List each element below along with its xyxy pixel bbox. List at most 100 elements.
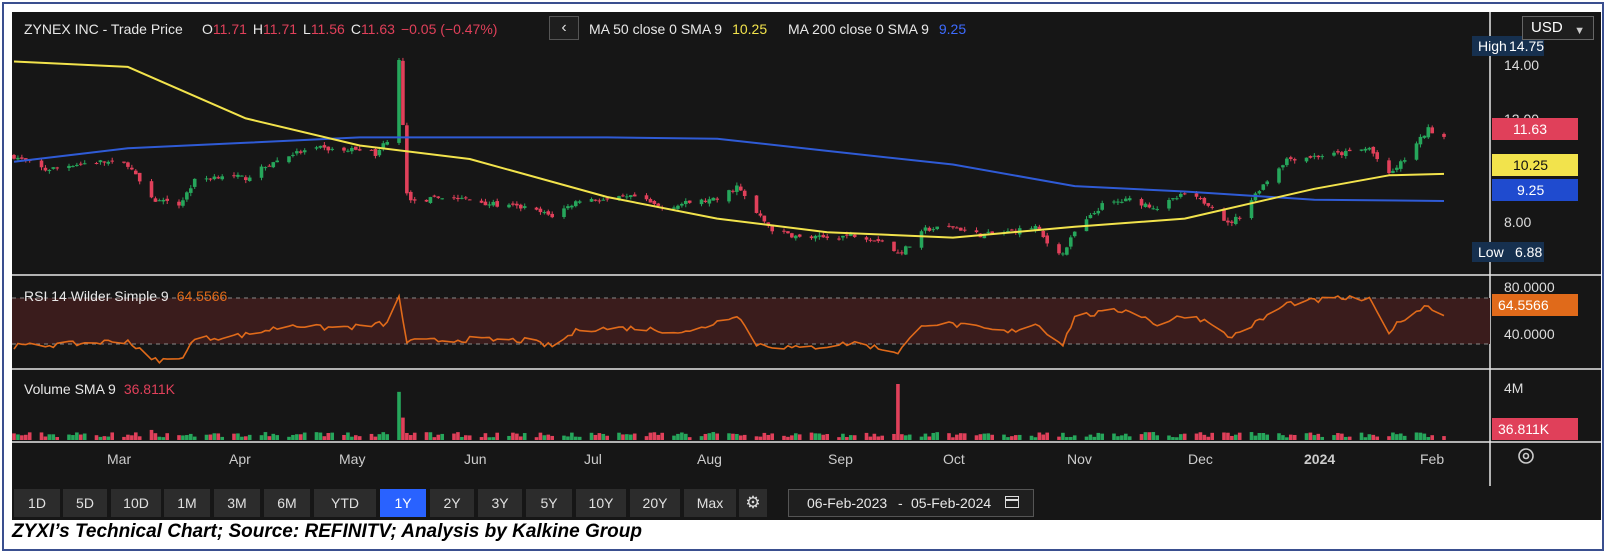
volume-bar: [330, 432, 335, 440]
volume-bar: [267, 436, 272, 440]
candle-body: [1308, 156, 1313, 158]
collapse-legend-button[interactable]: ‹: [549, 16, 579, 40]
candle-body: [271, 162, 276, 168]
volume-bar: [369, 433, 374, 440]
candle-body: [1395, 167, 1399, 170]
currency-select[interactable]: USD ▼: [1522, 16, 1594, 40]
volume-bar: [864, 432, 869, 440]
volume-bar: [632, 433, 637, 440]
volume-bar: [1387, 436, 1391, 440]
rsi-layer: [13, 293, 1445, 365]
date-range-picker[interactable]: 06-Feb-2023 - 05-Feb-2024: [788, 489, 1034, 517]
range-button-5y[interactable]: 5Y: [526, 489, 572, 517]
range-button-6m[interactable]: 6M: [264, 489, 310, 517]
candle-body: [440, 198, 445, 200]
candle-body: [923, 227, 928, 231]
range-button-1d[interactable]: 1D: [14, 489, 60, 517]
candle-body: [314, 147, 319, 149]
volume-bar: [947, 433, 951, 440]
candle-body: [534, 207, 539, 210]
candle-body: [267, 165, 272, 167]
volume-bar: [1127, 436, 1132, 440]
range-button-max[interactable]: Max: [684, 489, 736, 517]
candle-body: [405, 125, 409, 194]
volume-bar: [1092, 436, 1097, 440]
range-button-10y[interactable]: 10Y: [576, 489, 626, 517]
volume-bar: [1178, 434, 1183, 440]
volume-bar: [1226, 432, 1230, 440]
range-button-5d[interactable]: 5D: [63, 489, 107, 517]
volume-bar: [208, 434, 213, 440]
volume-bar: [1017, 434, 1022, 440]
volume-bar: [71, 435, 75, 440]
candle-body: [919, 231, 924, 248]
candle-body: [126, 162, 130, 167]
candle-body: [562, 208, 566, 218]
ma50-tag: [1492, 154, 1578, 176]
low-tag: [1472, 242, 1544, 262]
volume-bar: [656, 434, 661, 440]
volume-bar: [766, 434, 771, 440]
volume-bar: [130, 435, 134, 440]
candle-body: [1304, 157, 1309, 162]
volume-bar: [1041, 434, 1046, 440]
range-button-10d[interactable]: 10D: [111, 489, 161, 517]
volume-bar: [1175, 437, 1179, 440]
volume-bar: [974, 435, 979, 440]
ma200-line: [13, 136, 1445, 202]
scale-settings-icon[interactable]: [1518, 448, 1534, 464]
month-label: Sep: [828, 451, 853, 467]
volume-bar: [149, 429, 154, 440]
volume-bar: [1100, 433, 1105, 440]
candle-body: [958, 227, 963, 231]
range-button-20y[interactable]: 20Y: [630, 489, 680, 517]
volume-bar: [1320, 436, 1325, 440]
settings-gear-icon[interactable]: ⚙: [739, 489, 767, 517]
volume-bar: [483, 433, 488, 440]
volume-bar: [1391, 432, 1395, 440]
volume-bar: [1375, 436, 1380, 440]
candle-body: [546, 211, 551, 215]
candle-body: [177, 201, 181, 206]
rsi-line: [13, 293, 1445, 365]
range-button-1m[interactable]: 1M: [164, 489, 210, 517]
candle-body: [263, 167, 268, 169]
volume-bar: [880, 435, 885, 440]
volume-bar: [566, 436, 570, 440]
candle-body: [408, 191, 413, 201]
month-label: Feb: [1420, 451, 1444, 467]
candle-body: [1422, 135, 1427, 138]
volume-bar: [412, 432, 417, 440]
volume-bar: [385, 434, 390, 440]
candle-body: [1061, 253, 1065, 255]
volume-bar: [986, 433, 991, 440]
candle-body: [841, 235, 845, 238]
candle-body: [550, 213, 555, 218]
range-button-ytd[interactable]: YTD: [314, 489, 376, 517]
range-button-3m[interactable]: 3M: [214, 489, 260, 517]
volume-bar: [126, 434, 130, 440]
candle-body: [1167, 200, 1171, 209]
candle-body: [711, 197, 716, 201]
range-button-3y[interactable]: 3Y: [478, 489, 522, 517]
candle-body: [1029, 228, 1034, 230]
volume-bar: [538, 432, 543, 440]
volume-bar: [754, 436, 759, 440]
candle-body: [699, 199, 704, 205]
volume-bar: [318, 432, 323, 440]
candle-body: [487, 204, 492, 206]
candle-body: [192, 178, 197, 187]
volume-bar: [495, 432, 500, 440]
candle-body: [1068, 237, 1073, 247]
candle-body: [452, 197, 456, 199]
volume-bar: [680, 432, 684, 440]
volume-bar: [20, 435, 24, 440]
candle-body: [837, 238, 841, 240]
candle-body: [467, 199, 472, 201]
volume-bar: [935, 432, 940, 440]
last-price-tag: [1492, 118, 1578, 140]
candle-body: [762, 215, 767, 222]
range-button-1y[interactable]: 1Y: [380, 489, 426, 517]
range-button-2y[interactable]: 2Y: [430, 489, 474, 517]
volume-bar: [676, 433, 680, 440]
